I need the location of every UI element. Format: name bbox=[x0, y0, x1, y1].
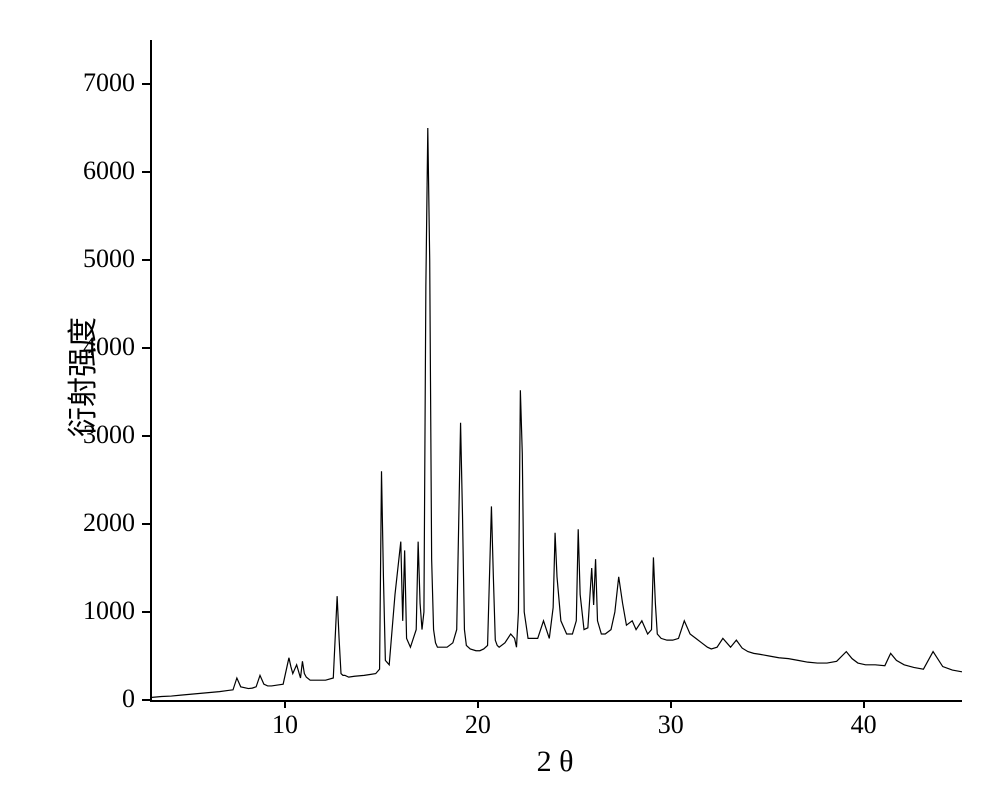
y-tick-mark bbox=[142, 347, 150, 349]
xrd-chart: 衍射强度 2 θ 01000200030004000500060007000 1… bbox=[0, 0, 1000, 805]
y-tick-label: 0 bbox=[65, 684, 135, 714]
x-tick-mark bbox=[863, 700, 865, 708]
y-tick-label: 7000 bbox=[65, 68, 135, 98]
y-tick-label: 6000 bbox=[65, 156, 135, 186]
y-tick-mark bbox=[142, 83, 150, 85]
x-tick-label: 30 bbox=[641, 710, 701, 740]
y-tick-mark bbox=[142, 699, 150, 701]
y-tick-mark bbox=[142, 259, 150, 261]
diffraction-line bbox=[152, 40, 962, 700]
y-tick-label: 2000 bbox=[65, 508, 135, 538]
x-axis-label: 2 θ bbox=[515, 745, 595, 779]
plot-area bbox=[150, 40, 962, 702]
y-tick-mark bbox=[142, 435, 150, 437]
x-tick-mark bbox=[670, 700, 672, 708]
x-tick-mark bbox=[477, 700, 479, 708]
x-tick-label: 40 bbox=[834, 710, 894, 740]
y-tick-label: 1000 bbox=[65, 596, 135, 626]
y-tick-mark bbox=[142, 523, 150, 525]
x-tick-label: 20 bbox=[448, 710, 508, 740]
x-tick-label: 10 bbox=[255, 710, 315, 740]
y-tick-mark bbox=[142, 171, 150, 173]
y-tick-label: 5000 bbox=[65, 244, 135, 274]
x-tick-mark bbox=[284, 700, 286, 708]
y-tick-label: 4000 bbox=[65, 332, 135, 362]
y-tick-label: 3000 bbox=[65, 420, 135, 450]
y-tick-mark bbox=[142, 611, 150, 613]
